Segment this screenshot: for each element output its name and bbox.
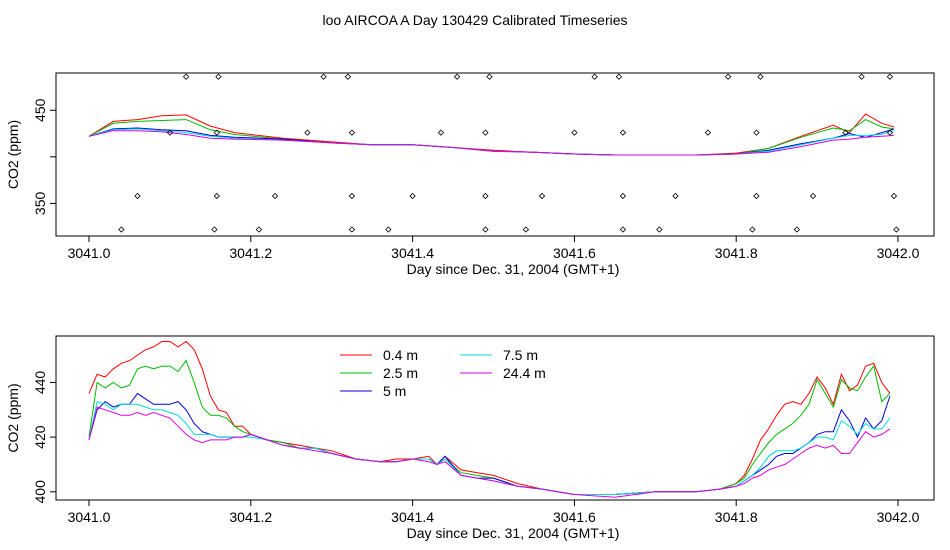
data-point	[213, 192, 220, 200]
data-point	[704, 129, 712, 136]
legend-label: 7.5 m	[503, 347, 538, 363]
series-line-0	[88, 340, 891, 495]
data-point	[724, 73, 732, 80]
legend-label: 5 m	[383, 383, 406, 399]
x-tick-label: 3041.0	[68, 509, 111, 525]
plot-frame	[55, 72, 935, 237]
data-point	[672, 192, 679, 200]
x-tick-label: 3041.2	[229, 245, 272, 261]
data-point	[619, 129, 627, 136]
data-point	[118, 226, 125, 233]
data-point	[486, 73, 493, 80]
chart-bottom-panel: 3041.0 3041.2 3041.4 3041.6 3041.8 3042.0 400 4…	[5, 335, 935, 541]
data-point	[886, 73, 894, 80]
data-point	[166, 129, 174, 136]
data-point	[753, 129, 760, 136]
data-point	[858, 73, 865, 80]
y-tick-label: 440	[32, 371, 48, 395]
x-axis-label: Day since Dec. 31, 2004 (GMT+1)	[407, 525, 620, 541]
data-point	[619, 192, 627, 200]
data-point	[320, 73, 327, 80]
data-point	[482, 226, 489, 233]
x-tick-label: 3041.4	[391, 245, 434, 261]
y-tick-label: 350	[32, 192, 48, 216]
data-point	[749, 226, 756, 233]
data-point	[591, 73, 598, 80]
data-point	[271, 192, 279, 200]
legend-label: 0.4 m	[383, 347, 418, 363]
series-line-4	[88, 130, 895, 156]
data-point	[753, 192, 760, 200]
x-tick-label: 3042.0	[877, 245, 920, 261]
series-line-0	[88, 113, 895, 156]
x-tick-label: 3041.6	[553, 245, 596, 261]
data-point	[437, 129, 445, 136]
data-point	[656, 226, 663, 233]
x-tick-label: 3041.2	[229, 509, 272, 525]
y-axis-label: CO2 (ppm)	[5, 120, 21, 189]
data-point	[211, 226, 218, 233]
x-tick-label: 3041.4	[391, 509, 434, 525]
data-point	[304, 129, 311, 136]
data-point	[757, 73, 764, 80]
data-point	[182, 73, 190, 80]
data-point	[213, 129, 220, 136]
data-point	[482, 192, 489, 200]
y-axis-label: CO2 (ppm)	[5, 383, 21, 452]
data-point	[348, 129, 356, 136]
y-tick-label: 450	[32, 98, 48, 122]
data-point	[409, 192, 416, 200]
data-point	[538, 192, 546, 200]
plot-frame	[55, 335, 935, 501]
legend-label: 2.5 m	[383, 365, 418, 381]
data-point	[890, 192, 898, 200]
data-point	[348, 226, 356, 233]
figure-title: loo AIRCOA A Day 130429 Calibrated Times…	[322, 12, 627, 28]
x-tick-label: 3041.0	[68, 245, 111, 261]
data-point	[453, 73, 461, 80]
data-point	[385, 226, 392, 233]
data-point	[809, 192, 817, 200]
data-point	[134, 192, 141, 200]
data-point	[893, 226, 900, 233]
series-line-2	[88, 392, 891, 495]
data-point	[482, 129, 489, 136]
x-tick-label: 3041.8	[715, 509, 758, 525]
y-tick-label: 400	[32, 480, 48, 504]
data-point	[348, 192, 356, 200]
data-point	[842, 129, 849, 136]
data-point	[615, 73, 623, 80]
data-point	[255, 226, 263, 233]
x-axis-label: Day since Dec. 31, 2004 (GMT+1)	[407, 261, 620, 277]
legend-label: 24.4 m	[503, 365, 546, 381]
x-tick-label: 3042.0	[877, 509, 920, 525]
data-point	[886, 129, 894, 136]
data-point	[793, 226, 801, 233]
data-point	[215, 73, 222, 80]
chart-top-panel: 3041.0 3041.2 3041.4 3041.6 3041.8 3042.0 350 4…	[5, 72, 935, 277]
data-point	[344, 73, 352, 80]
x-tick-label: 3041.6	[553, 509, 596, 525]
y-tick-label: 420	[32, 425, 48, 449]
series-line-4	[88, 406, 891, 498]
data-point	[571, 129, 578, 136]
x-tick-label: 3041.8	[715, 245, 758, 261]
data-point	[619, 226, 627, 233]
data-point	[522, 226, 530, 233]
